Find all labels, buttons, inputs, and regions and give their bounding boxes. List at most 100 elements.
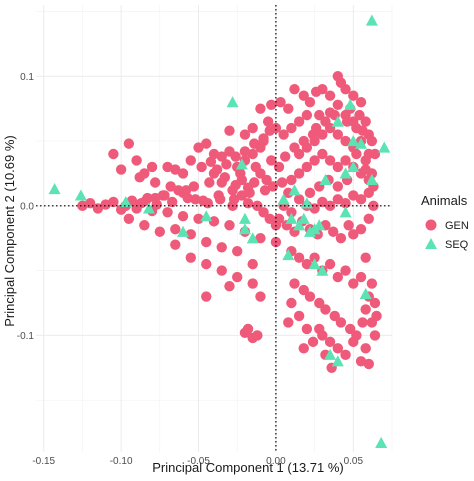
point-gen xyxy=(140,195,152,206)
point-gen xyxy=(348,229,359,240)
point-gen xyxy=(301,323,313,335)
point-seq xyxy=(319,173,332,186)
point-gen xyxy=(131,155,142,166)
y-axis-title: Principal Component 2 (10.69 %) xyxy=(2,135,17,327)
point-gen xyxy=(348,190,359,201)
point-seq xyxy=(355,137,368,149)
point-gen xyxy=(293,168,305,179)
point-gen xyxy=(193,213,204,224)
point-gen xyxy=(255,291,266,302)
point-seq xyxy=(282,249,295,261)
point-gen xyxy=(177,187,189,199)
point-seq xyxy=(375,436,388,449)
point-gen xyxy=(332,343,344,354)
point-gen xyxy=(340,265,351,276)
point-gen xyxy=(317,196,328,208)
point-gen xyxy=(149,192,161,204)
point-gen xyxy=(351,148,362,160)
point-gen xyxy=(216,242,227,253)
point-gen xyxy=(170,239,181,250)
point-gen xyxy=(247,278,258,289)
point-gen xyxy=(324,336,336,348)
point-gen xyxy=(357,317,368,328)
point-gen xyxy=(239,129,251,140)
point-gen xyxy=(262,116,274,127)
point-gen xyxy=(332,181,344,192)
point-gen xyxy=(360,164,371,175)
point-gen xyxy=(201,291,212,302)
legend-key-gen xyxy=(425,219,437,231)
point-gen xyxy=(369,297,381,309)
point-gen xyxy=(345,323,356,335)
point-gen xyxy=(258,207,269,218)
point-gen xyxy=(108,148,119,160)
point-gen xyxy=(340,155,351,166)
point-gen xyxy=(340,109,351,121)
point-gen xyxy=(286,207,297,218)
point-gen xyxy=(283,103,294,114)
point-gen xyxy=(314,323,325,335)
point-gen xyxy=(177,210,189,222)
point-gen xyxy=(298,135,309,147)
point-gen xyxy=(255,168,266,179)
legend-key-seq xyxy=(425,238,437,249)
point-gen xyxy=(329,310,340,322)
point-seq xyxy=(177,225,190,237)
point-gen xyxy=(332,271,344,283)
point-gen xyxy=(167,196,178,208)
legend: Animals GEN SEQ xyxy=(421,193,469,251)
point-gen xyxy=(360,116,371,127)
point-gen xyxy=(190,194,201,205)
point-gen xyxy=(261,174,272,186)
point-gen xyxy=(247,332,258,344)
point-gen xyxy=(309,252,320,263)
point-seq xyxy=(365,173,378,186)
point-seq xyxy=(347,160,360,173)
data-points xyxy=(48,14,391,449)
point-gen xyxy=(301,161,313,173)
point-gen xyxy=(108,196,119,208)
point-gen xyxy=(304,291,316,302)
point-seq xyxy=(331,355,344,367)
legend-label-seq: SEQ xyxy=(445,239,469,251)
point-gen xyxy=(371,310,382,322)
point-gen xyxy=(205,156,217,167)
point-gen xyxy=(232,271,243,283)
point-gen xyxy=(201,138,212,149)
x-tick-label: -0.15 xyxy=(32,456,55,467)
point-gen xyxy=(309,155,320,166)
point-gen xyxy=(185,252,196,263)
point-gen xyxy=(221,159,232,170)
point-gen xyxy=(247,258,258,270)
point-gen xyxy=(249,138,260,149)
point-gen xyxy=(185,155,196,166)
point-gen xyxy=(275,96,286,108)
point-gen xyxy=(286,174,297,186)
point-gen xyxy=(232,245,243,257)
point-gen xyxy=(301,109,313,121)
y-axis-ticks: -0.1 0.0 0.1 xyxy=(17,72,35,342)
point-gen xyxy=(255,103,266,114)
point-gen xyxy=(320,116,331,127)
point-gen xyxy=(201,258,212,270)
point-gen xyxy=(239,327,251,338)
point-seq xyxy=(246,232,259,244)
point-gen xyxy=(354,109,365,121)
point-gen xyxy=(348,116,359,127)
point-gen xyxy=(264,213,275,224)
reference-lines xyxy=(36,5,392,452)
point-gen xyxy=(224,280,235,292)
point-gen xyxy=(266,155,277,166)
x-tick-label: 0.05 xyxy=(344,456,364,467)
point-gen xyxy=(216,177,227,188)
point-gen xyxy=(208,216,220,227)
point-gen xyxy=(324,258,336,270)
point-gen xyxy=(298,284,309,296)
point-gen xyxy=(327,226,339,237)
point-gen xyxy=(360,304,371,315)
point-gen xyxy=(320,304,331,315)
point-gen xyxy=(366,135,378,147)
point-gen xyxy=(273,161,285,173)
point-gen xyxy=(230,179,241,191)
